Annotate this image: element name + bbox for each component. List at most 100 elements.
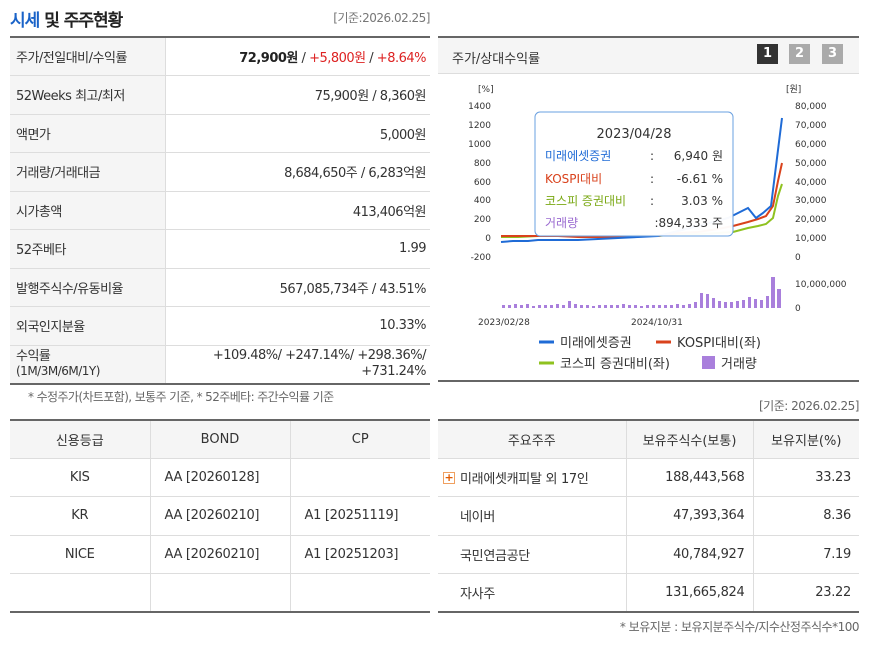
par-label: 액면가 bbox=[10, 114, 166, 153]
right-tick: 40,000 bbox=[795, 178, 827, 188]
right-tick: 0 bbox=[795, 253, 801, 263]
volume-bars bbox=[502, 277, 781, 308]
foreign-value: 10.33% bbox=[165, 306, 430, 346]
chart-page-2-button[interactable]: 2 bbox=[789, 44, 810, 64]
holders-header-pct: 보유지분(%) bbox=[753, 420, 859, 459]
credit-header-agency: 신용등급 bbox=[10, 420, 151, 459]
tooltip-kospi-value: -6.61 % bbox=[677, 172, 723, 186]
beta-label: 52주베타 bbox=[10, 229, 166, 269]
chart-page-1-button[interactable]: 1 bbox=[757, 44, 778, 64]
table-row bbox=[10, 573, 430, 612]
chart-title: 주가/상대수익률 bbox=[452, 52, 541, 67]
holder-name: 국민연금공단 bbox=[438, 535, 627, 574]
right-tick: 60,000 bbox=[795, 140, 827, 150]
vol-tick: 10,000,000 bbox=[795, 280, 847, 290]
table-row: 국민연금공단 40,784,927 7.19 bbox=[438, 535, 859, 574]
holders-header-name: 주요주주 bbox=[438, 420, 627, 459]
credit-rating-table: 신용등급 BOND CP KIS AA [20260128] KR AA [20… bbox=[10, 419, 430, 613]
legend-sector: 코스피 증권대비(좌) bbox=[560, 357, 670, 372]
row-mcap: 시가총액 413,406억원 bbox=[10, 191, 430, 230]
w52-label: 52Weeks 최고/최저 bbox=[10, 75, 166, 115]
left-tick: 1200 bbox=[468, 121, 491, 131]
left-tick: -200 bbox=[471, 253, 492, 263]
row-52w: 52Weeks 최고/최저 75,900원 / 8,360원 bbox=[10, 75, 430, 115]
foreign-label: 외국인지분율 bbox=[10, 306, 166, 346]
tooltip-sector-name: 코스피 증권대비 bbox=[545, 194, 626, 208]
price-rate: +8.64% bbox=[376, 51, 427, 66]
return-line2: +731.24% bbox=[361, 364, 426, 379]
right-tick: 30,000 bbox=[795, 196, 827, 206]
left-tick: 1000 bbox=[468, 140, 491, 150]
credit-header-cp: CP bbox=[290, 420, 430, 459]
table-row: KR AA [20260210] A1 [20251119] bbox=[10, 496, 430, 536]
price-value: 72,900원 bbox=[239, 51, 298, 66]
shares-label: 발행주식수/유동비율 bbox=[10, 268, 166, 307]
holders-note: * 보유지분 : 보유지분주식수/지수산정주식수*100 bbox=[619, 620, 860, 634]
left-tick: 1400 bbox=[468, 102, 491, 112]
row-beta: 52주베타 1.99 bbox=[10, 229, 430, 269]
svg-text::: : bbox=[650, 194, 654, 208]
volume-label: 거래량/거래대금 bbox=[10, 152, 166, 192]
svg-text::: : bbox=[650, 149, 654, 163]
price-info-table: 주가/전일대비/수익률 72,900원 / +5,800원 / +8.64% 5… bbox=[10, 36, 430, 385]
base-date: [기준:2026.02.25] bbox=[333, 11, 430, 25]
holders-header-shares: 보유주식수(보통) bbox=[626, 420, 754, 459]
right-tick: 50,000 bbox=[795, 159, 827, 169]
left-tick: 400 bbox=[474, 196, 491, 206]
left-unit: [%] bbox=[478, 85, 494, 95]
left-tick: 600 bbox=[474, 178, 491, 188]
holders-base-date: [기준: 2026.02.25] bbox=[758, 399, 860, 413]
right-tick: 80,000 bbox=[795, 102, 827, 112]
mcap-value: 413,406억원 bbox=[165, 191, 430, 230]
table-row: + 미래에셋캐피탈 외 17인 188,443,568 33.23 bbox=[438, 458, 859, 497]
holder-name: 자사주 bbox=[438, 573, 627, 612]
volume-value: 8,684,650주 / 6,283억원 bbox=[165, 152, 430, 192]
tooltip-sector-value: 3.03 % bbox=[681, 194, 723, 208]
tooltip-price-value: 6,940 원 bbox=[674, 149, 723, 163]
x-label: 2024/10/31 bbox=[631, 318, 683, 328]
legend-volume: 거래량 bbox=[721, 357, 757, 372]
mcap-label: 시가총액 bbox=[10, 191, 166, 230]
tooltip-kospi-name: KOSPI대비 bbox=[545, 172, 602, 186]
tooltip-date: 2023/04/28 bbox=[597, 127, 672, 142]
beta-value: 1.99 bbox=[165, 229, 430, 269]
info-note: * 수정주가(차트포함), 보통주 기준, * 52주베타: 주간수익률 기준 bbox=[28, 390, 334, 404]
svg-text::: : bbox=[650, 172, 654, 186]
right-tick: 20,000 bbox=[795, 215, 827, 225]
tooltip-volume-name: 거래량 bbox=[545, 216, 578, 230]
holder-name: 네이버 bbox=[438, 496, 627, 536]
return-label: 수익률 bbox=[16, 349, 51, 364]
return-sub: (1M/3M/6M/1Y) bbox=[16, 364, 100, 378]
price-label: 주가/전일대비/수익률 bbox=[10, 37, 166, 76]
return-line1: +109.48%/ +247.14%/ +298.36%/ bbox=[212, 348, 427, 363]
tooltip-price-name: 미래에셋증권 bbox=[545, 149, 611, 163]
row-return: 수익률 (1M/3M/6M/1Y) +109.48%/ +247.14%/ +29… bbox=[10, 345, 430, 385]
chart-tooltip: 2023/04/28 미래에셋증권 : 6,940 원 KOSPI대비 : -6… bbox=[534, 111, 734, 237]
chart-panel bbox=[438, 36, 859, 382]
shares-value: 567,085,734주 / 43.51% bbox=[165, 268, 430, 307]
expand-plus-icon[interactable]: + bbox=[443, 470, 455, 484]
row-shares: 발행주식수/유동비율 567,085,734주 / 43.51% bbox=[10, 268, 430, 307]
table-row: NICE AA [20260210] A1 [20251203] bbox=[10, 535, 430, 574]
page-title: 시세 및 주주현황 bbox=[10, 11, 123, 31]
holder-name: 미래에셋캐피탈 외 17인 bbox=[460, 471, 589, 487]
right-tick: 10,000 bbox=[795, 234, 827, 244]
chart-legend: 미래에셋증권 KOSPI대비(좌) 코스피 증권대비(좌) 거래량 bbox=[539, 336, 761, 372]
credit-header-bond: BOND bbox=[150, 420, 291, 459]
chart-page-3-button[interactable]: 3 bbox=[822, 44, 843, 64]
legend-price: 미래에셋증권 bbox=[560, 336, 632, 351]
row-foreign: 외국인지분율 10.33% bbox=[10, 306, 430, 346]
stock-chart[interactable]: [%] [원] 1400 1200 1000 800 600 400 200 0… bbox=[438, 76, 859, 380]
row-volume: 거래량/거래대금 8,684,650주 / 6,283억원 bbox=[10, 152, 430, 192]
chart-header bbox=[438, 38, 859, 74]
left-tick: 800 bbox=[474, 159, 491, 169]
left-tick: 0 bbox=[485, 234, 491, 244]
table-row: KIS AA [20260128] bbox=[10, 458, 430, 497]
left-tick: 200 bbox=[474, 215, 491, 225]
vol-tick: 0 bbox=[795, 304, 801, 314]
table-row: 자사주 131,665,824 23.22 bbox=[438, 573, 859, 612]
row-price: 주가/전일대비/수익률 72,900원 / +5,800원 / +8.64% bbox=[10, 37, 430, 76]
x-label: 2023/02/28 bbox=[478, 318, 530, 328]
par-value: 5,000원 bbox=[165, 114, 430, 153]
row-par: 액면가 5,000원 bbox=[10, 114, 430, 153]
